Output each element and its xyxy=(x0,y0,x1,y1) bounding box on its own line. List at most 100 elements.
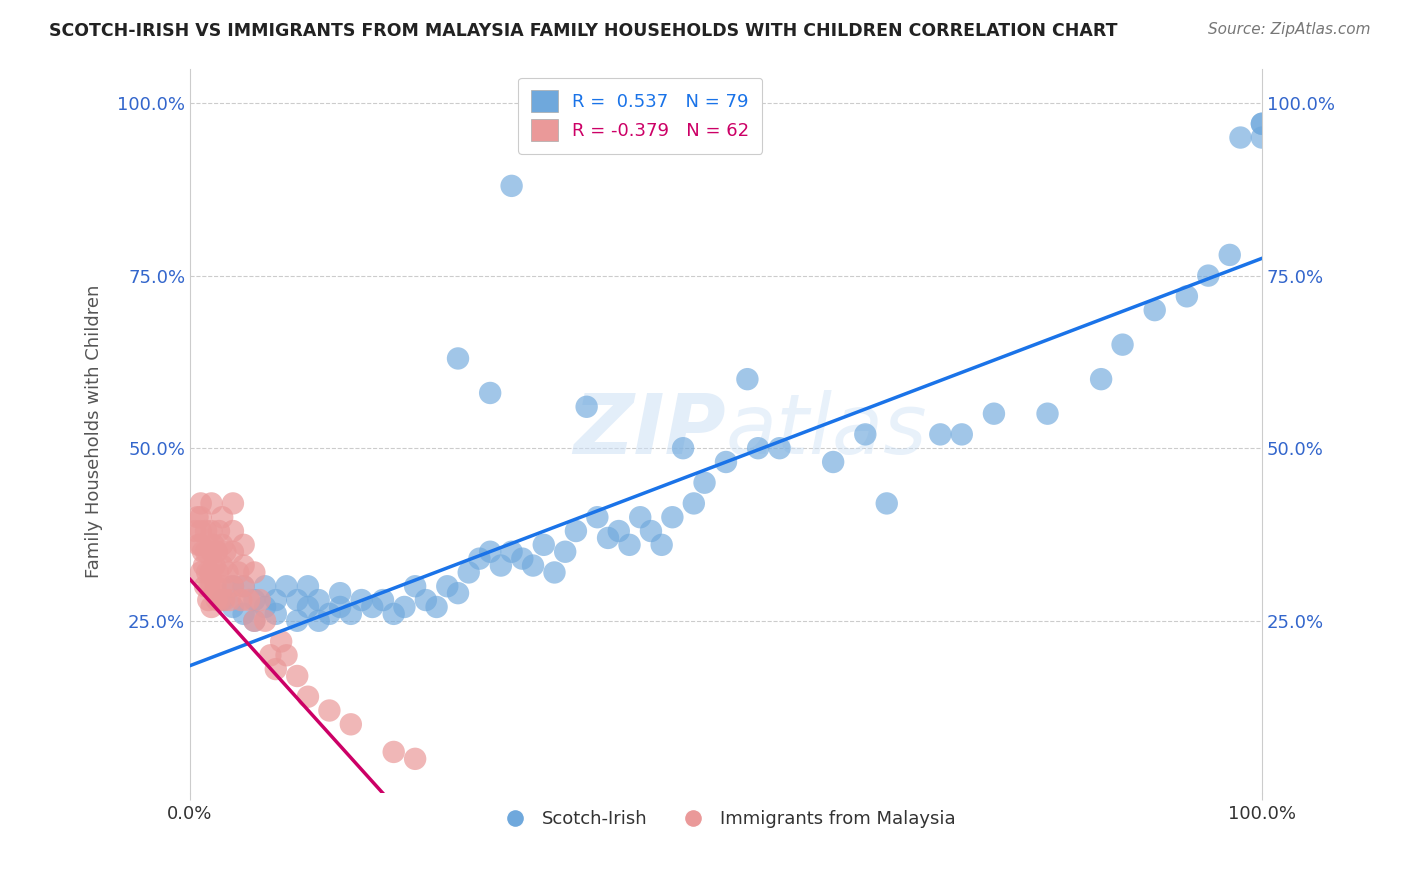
Point xyxy=(823,455,845,469)
Point xyxy=(200,599,222,614)
Point xyxy=(340,717,363,731)
Point xyxy=(404,752,426,766)
Point xyxy=(222,579,245,593)
Point xyxy=(222,524,245,538)
Point xyxy=(264,662,287,676)
Point xyxy=(501,178,523,193)
Point xyxy=(205,593,228,607)
Point xyxy=(198,579,221,593)
Point xyxy=(259,648,281,663)
Point xyxy=(651,538,673,552)
Point xyxy=(619,538,641,552)
Legend: Scotch-Irish, Immigrants from Malaysia: Scotch-Irish, Immigrants from Malaysia xyxy=(489,803,963,835)
Point xyxy=(232,538,254,552)
Point xyxy=(361,599,384,614)
Point xyxy=(202,538,225,552)
Point xyxy=(929,427,952,442)
Point xyxy=(231,593,253,607)
Point xyxy=(640,524,662,538)
Point xyxy=(853,427,876,442)
Point xyxy=(297,599,319,614)
Point xyxy=(211,510,233,524)
Point xyxy=(190,524,212,538)
Point xyxy=(209,593,232,607)
Point xyxy=(208,524,231,538)
Point xyxy=(276,648,298,663)
Text: ZIP: ZIP xyxy=(574,391,725,472)
Point xyxy=(543,566,565,580)
Point xyxy=(426,599,449,614)
Point xyxy=(190,496,212,510)
Point xyxy=(447,586,470,600)
Point xyxy=(200,579,222,593)
Point xyxy=(264,593,287,607)
Point xyxy=(1251,117,1274,131)
Point xyxy=(468,551,491,566)
Point xyxy=(510,551,533,566)
Point xyxy=(232,607,254,621)
Point xyxy=(308,614,330,628)
Point xyxy=(950,427,973,442)
Point xyxy=(222,599,245,614)
Point xyxy=(217,566,239,580)
Point xyxy=(249,593,271,607)
Text: Source: ZipAtlas.com: Source: ZipAtlas.com xyxy=(1208,22,1371,37)
Text: atlas: atlas xyxy=(725,391,928,472)
Point xyxy=(204,579,226,593)
Point xyxy=(693,475,716,490)
Point xyxy=(371,593,394,607)
Point xyxy=(195,524,218,538)
Point xyxy=(226,566,249,580)
Point xyxy=(190,510,212,524)
Point xyxy=(436,579,458,593)
Point xyxy=(204,558,226,573)
Point xyxy=(394,599,416,614)
Point xyxy=(194,579,217,593)
Point xyxy=(661,510,683,524)
Point xyxy=(243,614,266,628)
Point xyxy=(243,593,266,607)
Point xyxy=(276,579,298,593)
Point xyxy=(382,745,405,759)
Point xyxy=(195,566,218,580)
Point xyxy=(285,593,308,607)
Point xyxy=(254,614,277,628)
Point xyxy=(554,545,576,559)
Point xyxy=(479,545,502,559)
Point xyxy=(214,593,236,607)
Point xyxy=(1219,248,1241,262)
Point xyxy=(737,372,759,386)
Point xyxy=(768,441,790,455)
Point xyxy=(607,524,630,538)
Point xyxy=(1036,407,1059,421)
Point xyxy=(195,545,218,559)
Text: SCOTCH-IRISH VS IMMIGRANTS FROM MALAYSIA FAMILY HOUSEHOLDS WITH CHILDREN CORRELA: SCOTCH-IRISH VS IMMIGRANTS FROM MALAYSIA… xyxy=(49,22,1118,40)
Point xyxy=(187,510,209,524)
Point xyxy=(243,614,266,628)
Point xyxy=(522,558,544,573)
Point xyxy=(187,538,209,552)
Point xyxy=(222,579,245,593)
Point xyxy=(207,566,229,580)
Point xyxy=(672,441,695,455)
Point xyxy=(318,704,340,718)
Y-axis label: Family Households with Children: Family Households with Children xyxy=(86,285,103,578)
Point xyxy=(214,545,236,559)
Point xyxy=(533,538,555,552)
Point xyxy=(329,586,352,600)
Point xyxy=(232,579,254,593)
Point xyxy=(197,593,219,607)
Point xyxy=(682,496,704,510)
Point xyxy=(350,593,373,607)
Point xyxy=(211,593,233,607)
Point xyxy=(200,496,222,510)
Point xyxy=(222,545,245,559)
Point xyxy=(329,599,352,614)
Point xyxy=(628,510,651,524)
Point xyxy=(565,524,588,538)
Point xyxy=(876,496,898,510)
Point xyxy=(200,524,222,538)
Point xyxy=(501,545,523,559)
Point xyxy=(489,558,512,573)
Point xyxy=(190,566,212,580)
